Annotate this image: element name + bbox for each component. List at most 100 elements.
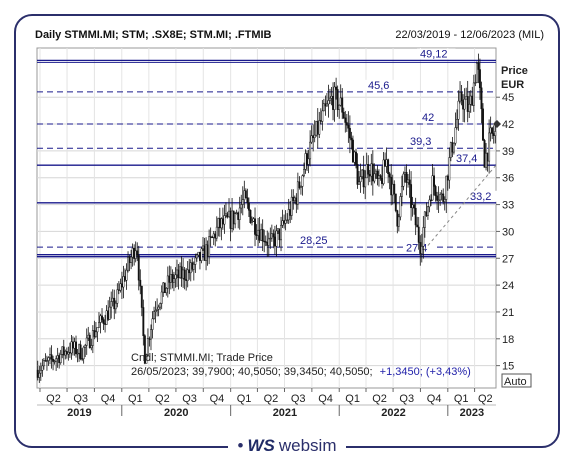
candle <box>269 227 272 249</box>
candle <box>443 196 446 211</box>
candle <box>315 120 318 137</box>
candle <box>159 302 162 311</box>
candle <box>240 194 243 214</box>
candle <box>322 98 325 112</box>
candle <box>417 217 420 250</box>
candle <box>91 325 94 354</box>
y-tick-label: 27 <box>502 253 514 265</box>
candle <box>325 93 328 107</box>
trendline <box>419 164 497 256</box>
candle <box>160 285 163 310</box>
candle <box>186 261 189 288</box>
auto-button-box[interactable] <box>501 373 532 388</box>
candle <box>142 299 145 346</box>
candle <box>338 104 341 119</box>
candles <box>36 53 497 383</box>
level-label: 45,6 <box>368 80 389 92</box>
candle <box>454 112 457 146</box>
level-label-bg <box>417 48 456 60</box>
candle <box>402 171 405 191</box>
x-tick-label: Q3 <box>399 393 414 405</box>
y-axis-unit: EUR <box>501 79 524 91</box>
candle <box>482 103 484 141</box>
x-tick-label: Q2 <box>155 393 170 405</box>
candle <box>436 191 439 210</box>
year-label: 2022 <box>381 407 405 419</box>
candle <box>151 311 154 339</box>
x-tick-label: Q2 <box>264 393 279 405</box>
candle <box>215 216 218 242</box>
candle <box>400 175 403 207</box>
candle <box>420 233 423 263</box>
level-label-bg <box>467 190 499 202</box>
candle <box>475 61 478 84</box>
candle <box>84 343 87 358</box>
level-label: 37,4 <box>456 153 477 165</box>
info-line-2: 26/05/2023; 39,7900; 40,5050; 39,3450; 4… <box>131 366 471 378</box>
candle <box>200 246 203 264</box>
x-tick-label: Q1 <box>454 393 469 405</box>
candle <box>367 155 370 186</box>
auto-button[interactable]: Auto <box>501 373 532 388</box>
candle <box>329 88 331 105</box>
candle <box>335 77 338 100</box>
candle <box>234 211 237 229</box>
candle <box>251 216 253 226</box>
candle <box>452 142 455 155</box>
auto-button-label[interactable]: Auto <box>504 376 527 388</box>
candle <box>98 312 100 328</box>
candle <box>82 345 85 364</box>
candle <box>94 321 97 338</box>
info-values: 26/05/2023; 39,7900; 40,5050; 39,3450; 4… <box>131 366 373 378</box>
candle <box>301 174 304 196</box>
candle <box>347 111 350 143</box>
candle <box>286 213 289 224</box>
candle <box>428 195 431 213</box>
candle <box>437 186 440 213</box>
websim-logo: • WS websim <box>0 436 574 456</box>
x-tick-label: Q2 <box>372 393 387 405</box>
x-tick-label: Q2 <box>478 393 493 405</box>
candle <box>356 153 359 189</box>
candle <box>192 261 195 281</box>
candle <box>376 165 379 186</box>
candle <box>416 216 419 228</box>
candle <box>195 253 198 262</box>
candle <box>359 163 362 193</box>
candle <box>165 287 168 296</box>
candle <box>341 88 344 120</box>
candle <box>379 174 382 181</box>
x-tick-label: Q1 <box>345 393 360 405</box>
candle <box>244 188 247 199</box>
candle <box>318 111 321 139</box>
candle <box>101 308 103 323</box>
candle <box>157 304 160 317</box>
candle <box>309 130 312 167</box>
candle <box>342 107 345 120</box>
y-tick-label: 36 <box>502 173 514 185</box>
date-range: 22/03/2019 - 12/06/2023 (MIL) <box>395 29 544 41</box>
candle <box>457 90 460 131</box>
candle <box>249 209 252 224</box>
x-tick-label: Q4 <box>427 393 442 405</box>
candle <box>76 349 79 363</box>
candle <box>238 196 241 230</box>
candle <box>448 147 451 189</box>
candle <box>321 100 324 131</box>
y-tick-label: 42 <box>502 119 514 131</box>
plot-area <box>36 47 497 389</box>
level-label-bg <box>365 79 397 91</box>
level-label-bg <box>419 112 438 124</box>
y-axis: 15 18 21 24 27 30 33 36 39 42 45 <box>496 92 514 373</box>
x-tick-label: Q4 <box>210 393 225 405</box>
candle <box>130 249 133 270</box>
candle <box>150 324 152 351</box>
candle <box>156 298 159 317</box>
candle <box>261 219 264 252</box>
candle <box>280 216 282 252</box>
candle <box>154 301 157 323</box>
level-label: 49,12 <box>420 48 448 60</box>
candle <box>125 263 128 290</box>
candle <box>247 197 250 218</box>
candle <box>468 90 471 119</box>
